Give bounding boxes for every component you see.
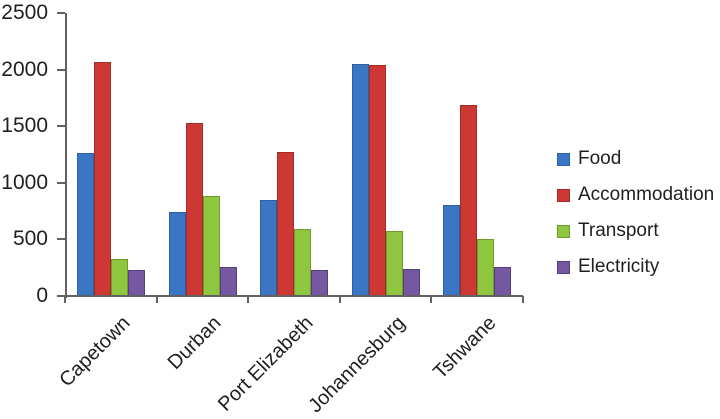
- bar-accommodation-tshwane: [460, 105, 477, 296]
- legend-label: Accommodation: [578, 184, 715, 205]
- y-axis-tick-label: 2500: [1, 1, 48, 24]
- legend-swatch-icon: [557, 152, 570, 166]
- bar-electricity-port-elizabeth: [311, 270, 328, 296]
- legend: Food Accommodation Transport Electricity: [557, 148, 714, 278]
- legend-swatch-icon: [557, 188, 570, 202]
- legend-swatch-icon: [557, 224, 570, 238]
- bar-food-tshwane: [443, 205, 460, 296]
- x-axis-tick-mark: [155, 296, 158, 303]
- bar-electricity-capetown: [128, 270, 145, 296]
- x-axis-tick-mark: [522, 296, 524, 303]
- y-axis-tick-label: 1000: [1, 170, 48, 194]
- bar-electricity-tshwane: [494, 267, 511, 296]
- bar-transport-durban: [203, 196, 220, 296]
- y-axis-tick-mark: [57, 12, 65, 14]
- bar-food-johannesburg: [352, 64, 369, 296]
- y-axis-tick-mark: [57, 238, 65, 241]
- x-axis-tick-mark: [430, 296, 433, 303]
- legend-item-transport: Transport: [557, 220, 714, 242]
- y-axis-tick-label: 1500: [1, 114, 48, 138]
- y-axis-tick-mark: [57, 125, 65, 128]
- y-axis-tick-label: 2000: [1, 57, 48, 81]
- legend-item-electricity: Electricity: [557, 256, 714, 278]
- legend-label: Transport: [578, 220, 659, 241]
- y-axis-line: [65, 13, 67, 298]
- legend-label: Electricity: [578, 256, 660, 277]
- x-axis-tick-mark: [338, 296, 341, 303]
- bar-accommodation-port-elizabeth: [277, 152, 294, 296]
- y-axis-tick-mark: [57, 68, 65, 71]
- bar-accommodation-durban: [186, 123, 203, 296]
- x-axis-tick-mark: [247, 296, 250, 303]
- bar-food-capetown: [77, 153, 94, 296]
- legend-label: Food: [578, 148, 622, 169]
- bar-transport-tshwane: [477, 239, 494, 296]
- y-axis-tick-label: 500: [12, 227, 48, 251]
- y-axis-tick-label: 0: [36, 284, 48, 307]
- legend-item-accommodation: Accommodation: [557, 184, 714, 206]
- bar-accommodation-capetown: [94, 62, 111, 296]
- bar-electricity-johannesburg: [403, 269, 420, 296]
- y-axis-tick-mark: [57, 181, 65, 184]
- bar-food-port-elizabeth: [260, 200, 277, 296]
- bar-transport-johannesburg: [386, 231, 403, 296]
- x-axis-tick-mark: [64, 296, 66, 303]
- y-axis-tick-mark: [57, 295, 65, 297]
- bar-electricity-durban: [220, 267, 237, 296]
- legend-swatch-icon: [557, 260, 570, 274]
- x-axis-category-label: Capetown: [55, 312, 135, 392]
- x-axis-line: [65, 295, 523, 297]
- bar-transport-capetown: [111, 259, 128, 296]
- bar-accommodation-johannesburg: [369, 65, 386, 296]
- legend-item-food: Food: [557, 148, 714, 170]
- bar-transport-port-elizabeth: [294, 229, 311, 296]
- bar-food-durban: [169, 212, 186, 296]
